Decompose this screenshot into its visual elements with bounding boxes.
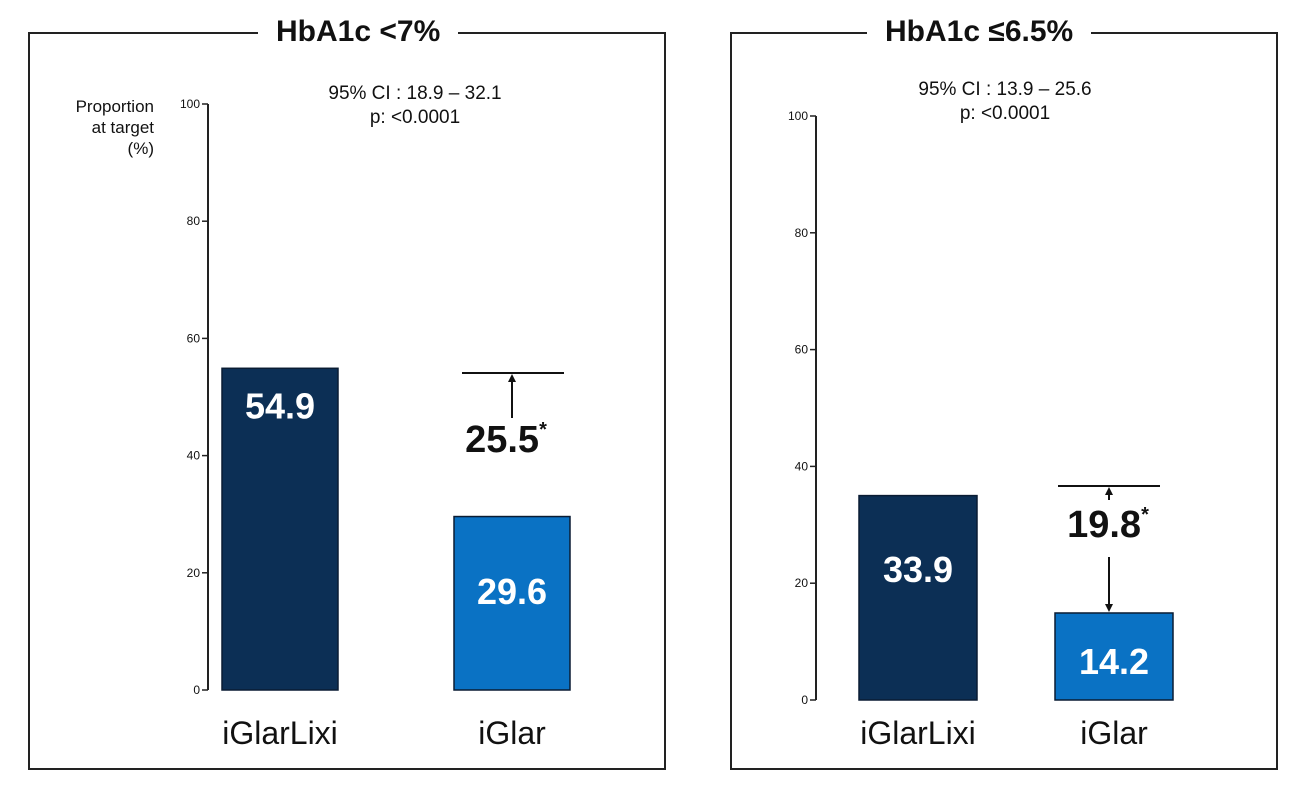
- arrow-head-up-icon: [508, 374, 516, 382]
- difference-value-label: 25.5*: [465, 419, 547, 461]
- y-tick-label: 20: [187, 566, 201, 580]
- y-tick-label: 20: [795, 576, 809, 590]
- y-axis-label-line-3: (%): [127, 139, 154, 158]
- bar-iglar: [453, 515, 571, 691]
- y-tick-label: 100: [180, 97, 200, 111]
- arrow-head-up-icon: [1105, 487, 1113, 495]
- x-category-label: iGlar: [1080, 715, 1148, 751]
- confidence-interval: 95% CI : 13.9 – 25.6: [918, 79, 1092, 100]
- bar-chart: 0 20 40 60 80 100 33.9 iGlarLixi 14.2 iGlar 19.8*: [788, 109, 1174, 751]
- bar-value-label: 54.9: [245, 385, 315, 426]
- chart-panel-hba1c-6-5: HbA1c ≤6.5% 95% CI : 13.9 – 25.6 p: <0.0…: [730, 12, 1278, 770]
- bar-value-label: 14.2: [1079, 641, 1149, 682]
- bar-iglarlixi: [858, 494, 978, 701]
- y-tick-label: 60: [187, 331, 201, 345]
- confidence-interval: 95% CI : 18.9 – 32.1: [328, 83, 502, 104]
- y-tick-label: 40: [795, 459, 809, 473]
- bar-value-label: 33.9: [883, 549, 953, 590]
- y-axis-label-line-1: Proportion: [75, 97, 154, 116]
- y-tick-label: 80: [187, 214, 201, 228]
- stats-text: 95% CI : 13.9 – 25.6 p: <0.0001: [850, 78, 1160, 126]
- y-tick-label: 80: [795, 226, 809, 240]
- y-tick-label: 40: [187, 449, 201, 463]
- y-axis-label-line-2: at target: [91, 118, 154, 137]
- y-tick-label: 100: [788, 109, 808, 123]
- x-category-label: iGlar: [478, 715, 546, 751]
- panel-title: HbA1c ≤6.5%: [867, 12, 1092, 52]
- bar-value-label: 29.6: [477, 571, 547, 612]
- y-tick-label: 0: [801, 693, 808, 707]
- p-value: p: <0.0001: [369, 107, 461, 128]
- p-value: p: <0.0001: [959, 103, 1051, 124]
- difference-value-label: 19.8*: [1067, 504, 1149, 546]
- panel-title: HbA1c <7%: [258, 12, 459, 52]
- bar-iglarlixi: [221, 367, 339, 691]
- stats-text: 95% CI : 18.9 – 32.1 p: <0.0001: [260, 82, 570, 130]
- bar-iglar: [1054, 612, 1174, 701]
- arrow-head-down-icon: [1105, 603, 1113, 612]
- x-category-label: iGlarLixi: [222, 715, 338, 751]
- y-tick-label: 0: [193, 683, 200, 697]
- x-category-label: iGlarLixi: [860, 715, 976, 751]
- chart-panel-hba1c-under-7: HbA1c <7% 95% CI : 18.9 – 32.1 p: <0.000…: [28, 12, 666, 770]
- y-tick-label: 60: [795, 343, 809, 357]
- y-axis-label: Proportion at target (%): [34, 96, 154, 159]
- bar-chart: 0 20 40 60 80 100 54.9 iGlarLixi 29.6 iGlar 25.5*: [180, 97, 571, 751]
